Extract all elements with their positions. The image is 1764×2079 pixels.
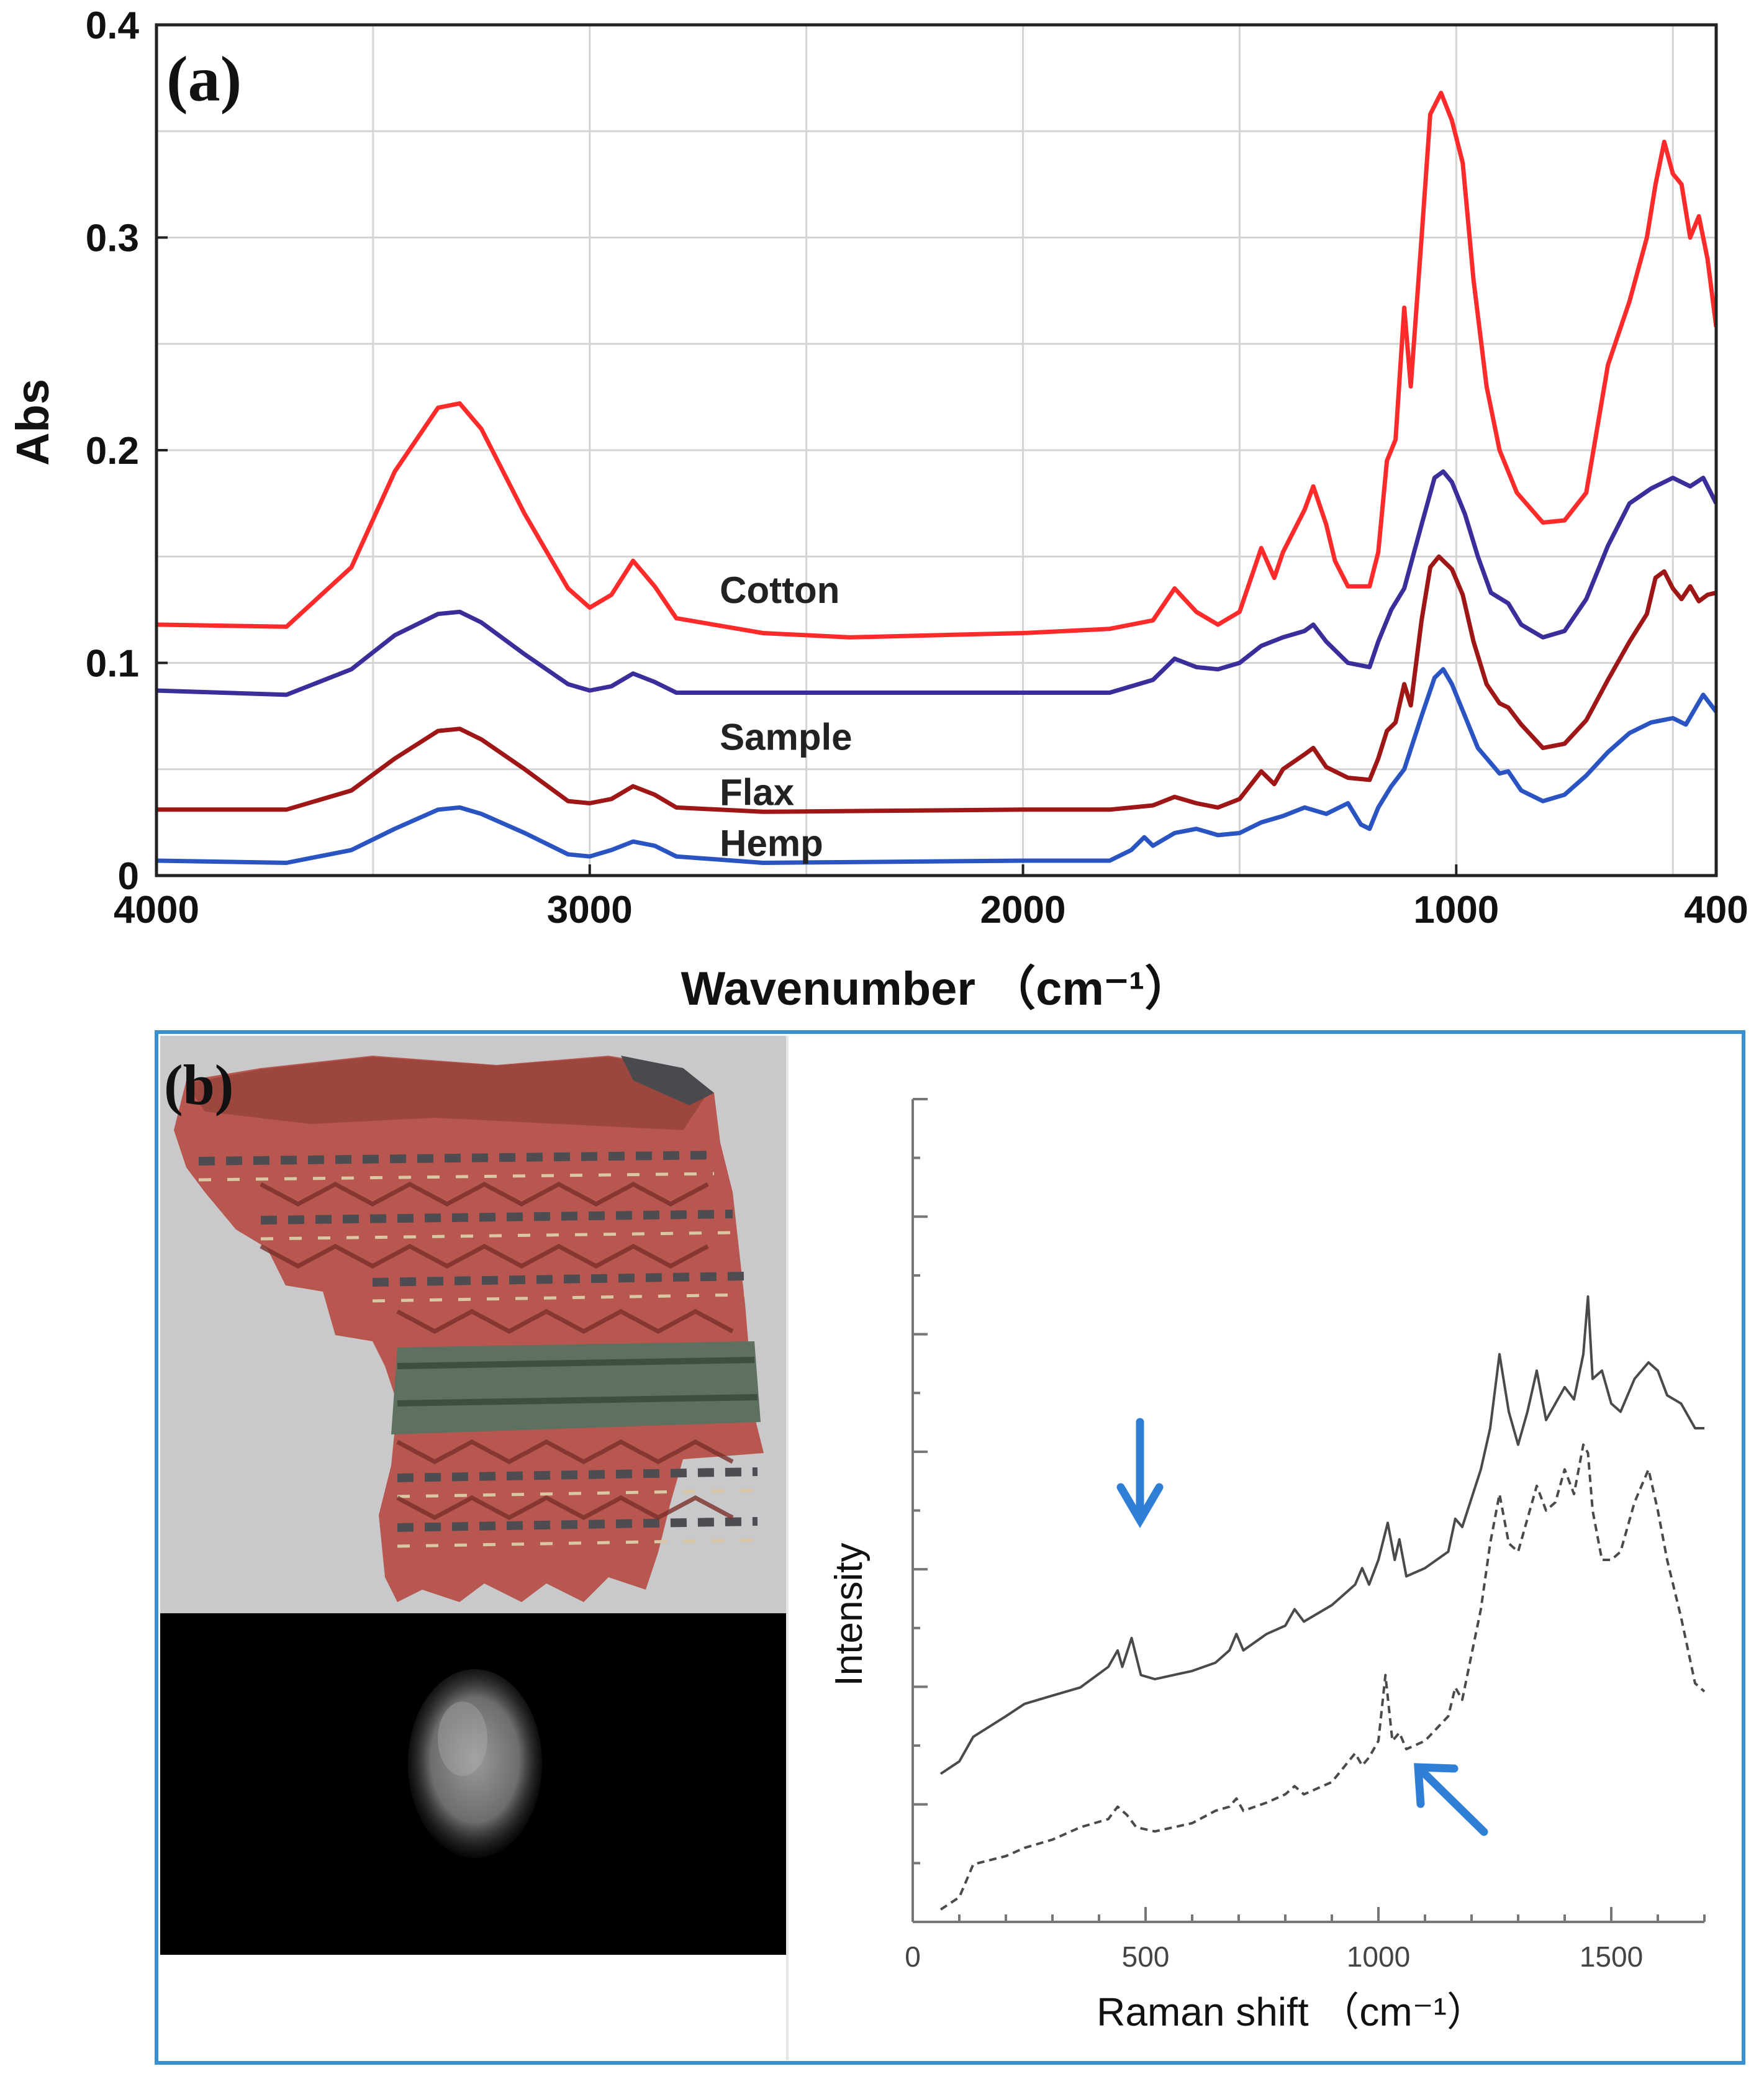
weave-thread [198, 1172, 715, 1182]
series-line-flax [156, 554, 1716, 814]
x-tick-label: 1000 [1413, 889, 1499, 931]
weave-thread [372, 1293, 746, 1303]
zigzag-row [396, 1439, 734, 1464]
y-tick-label: 0.4 [86, 4, 140, 47]
series-line-sample [156, 469, 1716, 697]
raman-axes: 0 500 1000 1500 [905, 1098, 1706, 1973]
zigzag-row [396, 1495, 734, 1520]
panel-a-y-axis-label: Abs [7, 379, 58, 466]
weave-row [260, 1210, 733, 1225]
weave-row [372, 1272, 746, 1287]
raman-y-axis-label: Intensity [828, 1543, 871, 1687]
raman-x-tick-label: 500 [1122, 1941, 1170, 1973]
weave-thread [397, 1538, 758, 1548]
panel-b-label: (b) [164, 1053, 233, 1116]
zigzag-row [396, 1309, 734, 1334]
raman-series [939, 1295, 1706, 1911]
x-tick-label: 3000 [547, 889, 633, 931]
textile-zigzag-pattern [260, 1182, 734, 1520]
panel-a-series [156, 91, 1716, 865]
fiber-grain [408, 1669, 542, 1858]
zigzag-row [260, 1182, 709, 1207]
zigzag-row [260, 1244, 709, 1269]
x-tick-label: 4000 [114, 889, 199, 931]
y-tick-label: 0.1 [86, 643, 139, 686]
weave-row [397, 1467, 758, 1482]
series-label-flax: Flax [720, 771, 794, 813]
raman-x-tick-label: 1500 [1580, 1941, 1643, 1973]
raman-x-axis-label: Raman shift （cm⁻¹） [1097, 1990, 1486, 2034]
scale-bar [397, 2014, 556, 2054]
x-tick-label: 400 [1684, 889, 1748, 931]
raman-series-solid [939, 1295, 1704, 1775]
textile-green-band-stripes [397, 1357, 758, 1406]
raman-x-tick-label: 1000 [1347, 1941, 1410, 1973]
fiber-grain-highlight [438, 1701, 487, 1776]
weave-row [397, 1517, 758, 1532]
arrow-down-icon [1116, 1418, 1164, 1528]
raman-series-dashed [939, 1443, 1706, 1911]
y-tick-label: 0 [118, 855, 139, 898]
textile-weave-pattern [198, 1151, 758, 1548]
raman-x-tick-label: 0 [905, 1941, 921, 1973]
weave-thread [260, 1231, 733, 1241]
panel-a-series-labels: Cotton Sample Flax Hemp [720, 569, 852, 864]
weave-row [198, 1151, 715, 1166]
y-tick-label: 0.2 [86, 430, 139, 473]
panel-b-raman-chart: 0 500 1000 1500 Intensity Raman shift （cm⁻¹… [828, 1098, 1706, 2034]
series-label-cotton: Cotton [720, 569, 839, 611]
textile-green-band [391, 1341, 761, 1434]
textile-dark-edge [621, 1056, 714, 1105]
y-tick-label: 0.3 [86, 217, 139, 260]
arrow-up-left-icon [1414, 1763, 1488, 1836]
textile-photo [160, 1036, 787, 1955]
scale-bar-label: 20 μm [402, 1967, 511, 2012]
series-label-hemp: Hemp [720, 823, 823, 864]
textile-top-fold [186, 1057, 708, 1130]
panel-a-label: (a) [166, 43, 242, 115]
series-line-hemp [156, 667, 1716, 865]
series-line-cotton [156, 91, 1716, 640]
panel-a-x-axis-label: Wavenumber （cm⁻¹） [681, 962, 1192, 1015]
weave-thread [397, 1488, 758, 1498]
series-label-sample: Sample [720, 716, 852, 758]
x-tick-label: 2000 [980, 889, 1066, 931]
panel-a-gridlines [156, 24, 1716, 876]
